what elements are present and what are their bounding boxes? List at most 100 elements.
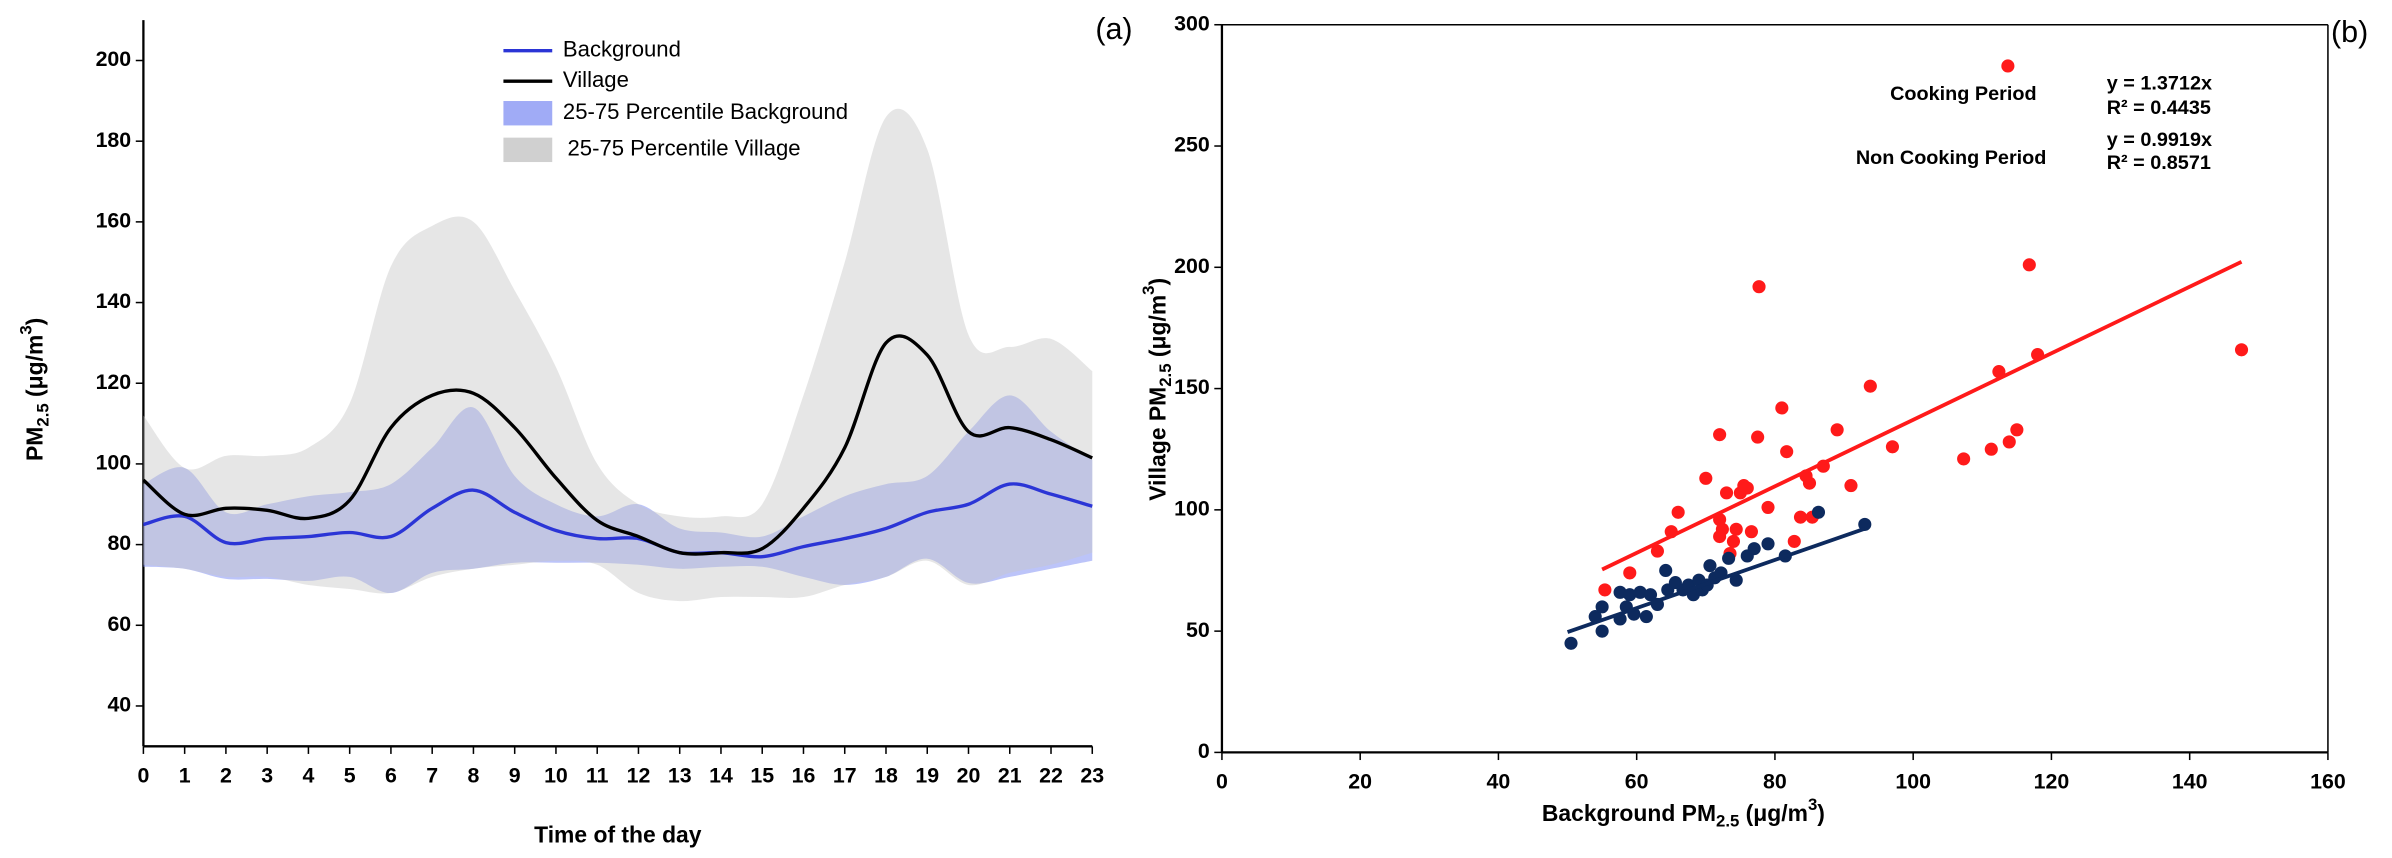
y-axis-label: Village PM2.5 (μg/m3) <box>1140 278 1176 501</box>
x-tick-label: 140 <box>2172 770 2208 794</box>
scatter-point <box>1671 505 1685 519</box>
scatter-point <box>1703 559 1717 573</box>
x-tick-label: 1 <box>179 763 191 787</box>
scatter-point <box>1713 529 1727 544</box>
x-tick-label: 16 <box>792 763 816 787</box>
y-tick-label: 80 <box>107 531 131 555</box>
series-line <box>142 334 1093 556</box>
scatter-point <box>1957 452 1971 466</box>
label-part: 2.5 <box>1716 812 1739 831</box>
scatter-point <box>1719 486 1734 500</box>
x-tick-label: 6 <box>385 763 397 787</box>
scatter-point <box>1729 573 1743 587</box>
label-part: 2.5 <box>34 403 53 426</box>
scatter-point <box>1761 500 1775 514</box>
y-tick-label: 250 <box>1174 133 1210 157</box>
x-tick-label: 11 <box>586 763 609 787</box>
scatter-point <box>1713 428 1727 442</box>
x-tick-label: 80 <box>1763 770 1787 794</box>
scatter-point <box>1722 551 1736 565</box>
percentile-band <box>143 108 1093 602</box>
x-tick-label: 12 <box>627 763 651 787</box>
y-tick-label: 60 <box>107 612 131 636</box>
x-tick-label: 3 <box>261 763 273 787</box>
scatter-point <box>1984 442 1998 456</box>
y-tick-label: 180 <box>96 128 132 152</box>
label-part: Background PM <box>1542 800 1716 826</box>
scatter-point <box>1885 440 1900 454</box>
scatter-point <box>1775 401 1789 415</box>
scatter-point <box>2234 343 2249 357</box>
scatter-point <box>1830 423 1844 437</box>
x-tick-label: 15 <box>750 763 774 787</box>
scatter-point <box>1595 600 1609 614</box>
x-tick-label: 5 <box>344 763 356 787</box>
scatter-point <box>1598 583 1612 597</box>
x-tick-label: 120 <box>2034 770 2070 794</box>
x-tick-label: 21 <box>998 763 1022 787</box>
scatter-point <box>1726 534 1741 548</box>
fit-equation: y = 0.9919x <box>2107 129 2212 151</box>
label-part: ) <box>22 318 48 326</box>
x-tick-label: 0 <box>1216 770 1228 794</box>
percentile-band <box>143 395 1093 594</box>
legend-label: Background <box>563 37 681 62</box>
label-part: 3 <box>1808 795 1817 814</box>
y-axis-label: PM2.5 (μg/m3) <box>17 318 53 461</box>
scatter-point <box>1747 542 1761 556</box>
x-tick-label: 100 <box>1895 770 1931 794</box>
scatter-point <box>2010 423 2024 437</box>
series-line <box>142 482 1093 559</box>
scatter-point <box>1761 537 1775 551</box>
x-tick-label: 7 <box>426 763 438 787</box>
scatter-point <box>1858 517 1872 531</box>
x-tick-label: 10 <box>544 763 568 787</box>
x-tick-label: 19 <box>915 763 939 787</box>
scatter-point <box>1802 476 1817 490</box>
x-tick-label: 9 <box>509 763 521 787</box>
y-tick-label: 160 <box>96 209 132 233</box>
x-tick-label: 60 <box>1625 770 1649 794</box>
scatter-point <box>2001 59 2015 73</box>
legend-swatch <box>503 101 553 126</box>
scatter-point <box>2022 258 2036 272</box>
y-tick-label: 200 <box>1174 254 1210 278</box>
panel-label: (a) <box>1095 12 1132 46</box>
scatter-point <box>1787 534 1801 548</box>
scatter-point <box>1752 280 1766 294</box>
legend-label: 25-75 Percentile Village <box>567 136 800 161</box>
scatter-point <box>1751 430 1765 444</box>
scatter-point <box>1740 481 1754 495</box>
y-tick-label: 300 <box>1174 11 1210 35</box>
x-tick-label: 160 <box>2310 770 2346 794</box>
scatter-point <box>1699 471 1713 485</box>
scatter-point <box>1811 505 1826 519</box>
scatter-point <box>1780 445 1794 459</box>
scatter-point <box>1643 588 1658 602</box>
legend-label: Village <box>563 67 629 92</box>
scatter-point <box>1595 624 1609 638</box>
scatter-point <box>1633 585 1647 599</box>
legend-swatch <box>503 137 553 163</box>
y-tick-label: 50 <box>1186 618 1210 642</box>
scatter-point <box>1729 522 1743 536</box>
fit-r2: R² = 0.8571 <box>2107 152 2211 174</box>
x-tick-label: 0 <box>137 763 149 787</box>
scatter-point <box>1564 636 1578 650</box>
fit-equation: y = 1.3712x <box>2107 72 2212 94</box>
fit-r2: R² = 0.4435 <box>2107 97 2211 119</box>
x-tick-label: 18 <box>874 763 898 787</box>
x-tick-label: 20 <box>957 763 981 787</box>
x-tick-label: 13 <box>668 763 692 787</box>
scatter-point <box>1844 479 1858 493</box>
label-part: 2.5 <box>1156 363 1175 386</box>
x-axis-label: Background PM2.5 (μg/m3) <box>1542 795 1825 831</box>
scatter-point <box>1744 525 1758 539</box>
fit-line <box>1566 526 1866 634</box>
legend-label: 25-75 Percentile Background <box>563 99 848 124</box>
label-part: ) <box>1817 800 1825 826</box>
scatter-point <box>1639 610 1653 624</box>
scatter-point <box>1863 379 1877 393</box>
label-part: (μg/m <box>22 335 48 404</box>
